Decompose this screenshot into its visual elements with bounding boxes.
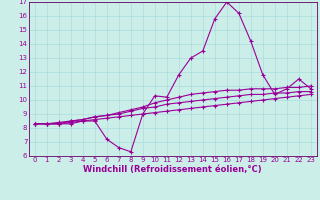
X-axis label: Windchill (Refroidissement éolien,°C): Windchill (Refroidissement éolien,°C) — [84, 165, 262, 174]
